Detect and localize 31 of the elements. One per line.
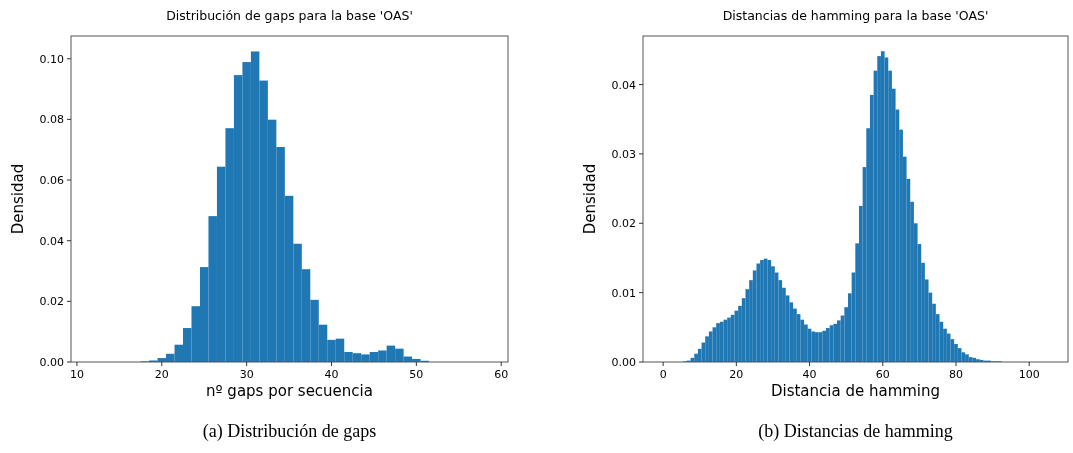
text: (a) Distribución de gaps — [202, 421, 377, 442]
x-tick-label: 50 — [409, 368, 424, 381]
y-tick-label: 0.01 — [611, 286, 636, 300]
y-tick-label: 0.00 — [611, 356, 636, 369]
x-axis-title: nº gaps por secuencia — [206, 382, 373, 400]
x-tick-label: 10 — [69, 368, 84, 381]
y-tick-label: 0.02 — [39, 295, 64, 309]
x-tick-label: 30 — [239, 368, 254, 381]
text: (b) Distancias de hamming — [758, 421, 953, 442]
x-tick-label: 80 — [948, 368, 963, 381]
y-axis-title: Densidad — [9, 163, 27, 235]
y-tick-label: 0.10 — [39, 52, 64, 66]
chart-title: Distancias de hamming para la base 'OAS' — [722, 8, 989, 23]
y-tick-label: 0.08 — [39, 113, 64, 127]
x-tick-label: 40 — [324, 368, 339, 381]
chart-title: Distribución de gaps para la base 'OAS' — [166, 8, 413, 23]
x-tick-label: 0 — [659, 368, 667, 381]
x-tick-label: 100 — [1018, 368, 1040, 381]
x-tick-label: 20 — [154, 368, 169, 381]
y-tick-label: 0.00 — [39, 356, 64, 369]
x-tick-label: 60 — [875, 368, 890, 381]
x-tick-label: 60 — [494, 368, 509, 381]
y-axis-title: Densidad — [581, 163, 599, 235]
x-tick-label: 40 — [802, 368, 817, 381]
y-tick-label: 0.04 — [39, 234, 64, 248]
y-tick-label: 0.06 — [39, 174, 64, 188]
y-tick-label: 0.02 — [611, 217, 636, 231]
x-axis-title: Distancia de hamming — [770, 382, 941, 400]
y-tick-label: 0.04 — [611, 78, 636, 92]
x-tick-label: 20 — [729, 368, 744, 381]
y-tick-label: 0.03 — [611, 147, 636, 161]
